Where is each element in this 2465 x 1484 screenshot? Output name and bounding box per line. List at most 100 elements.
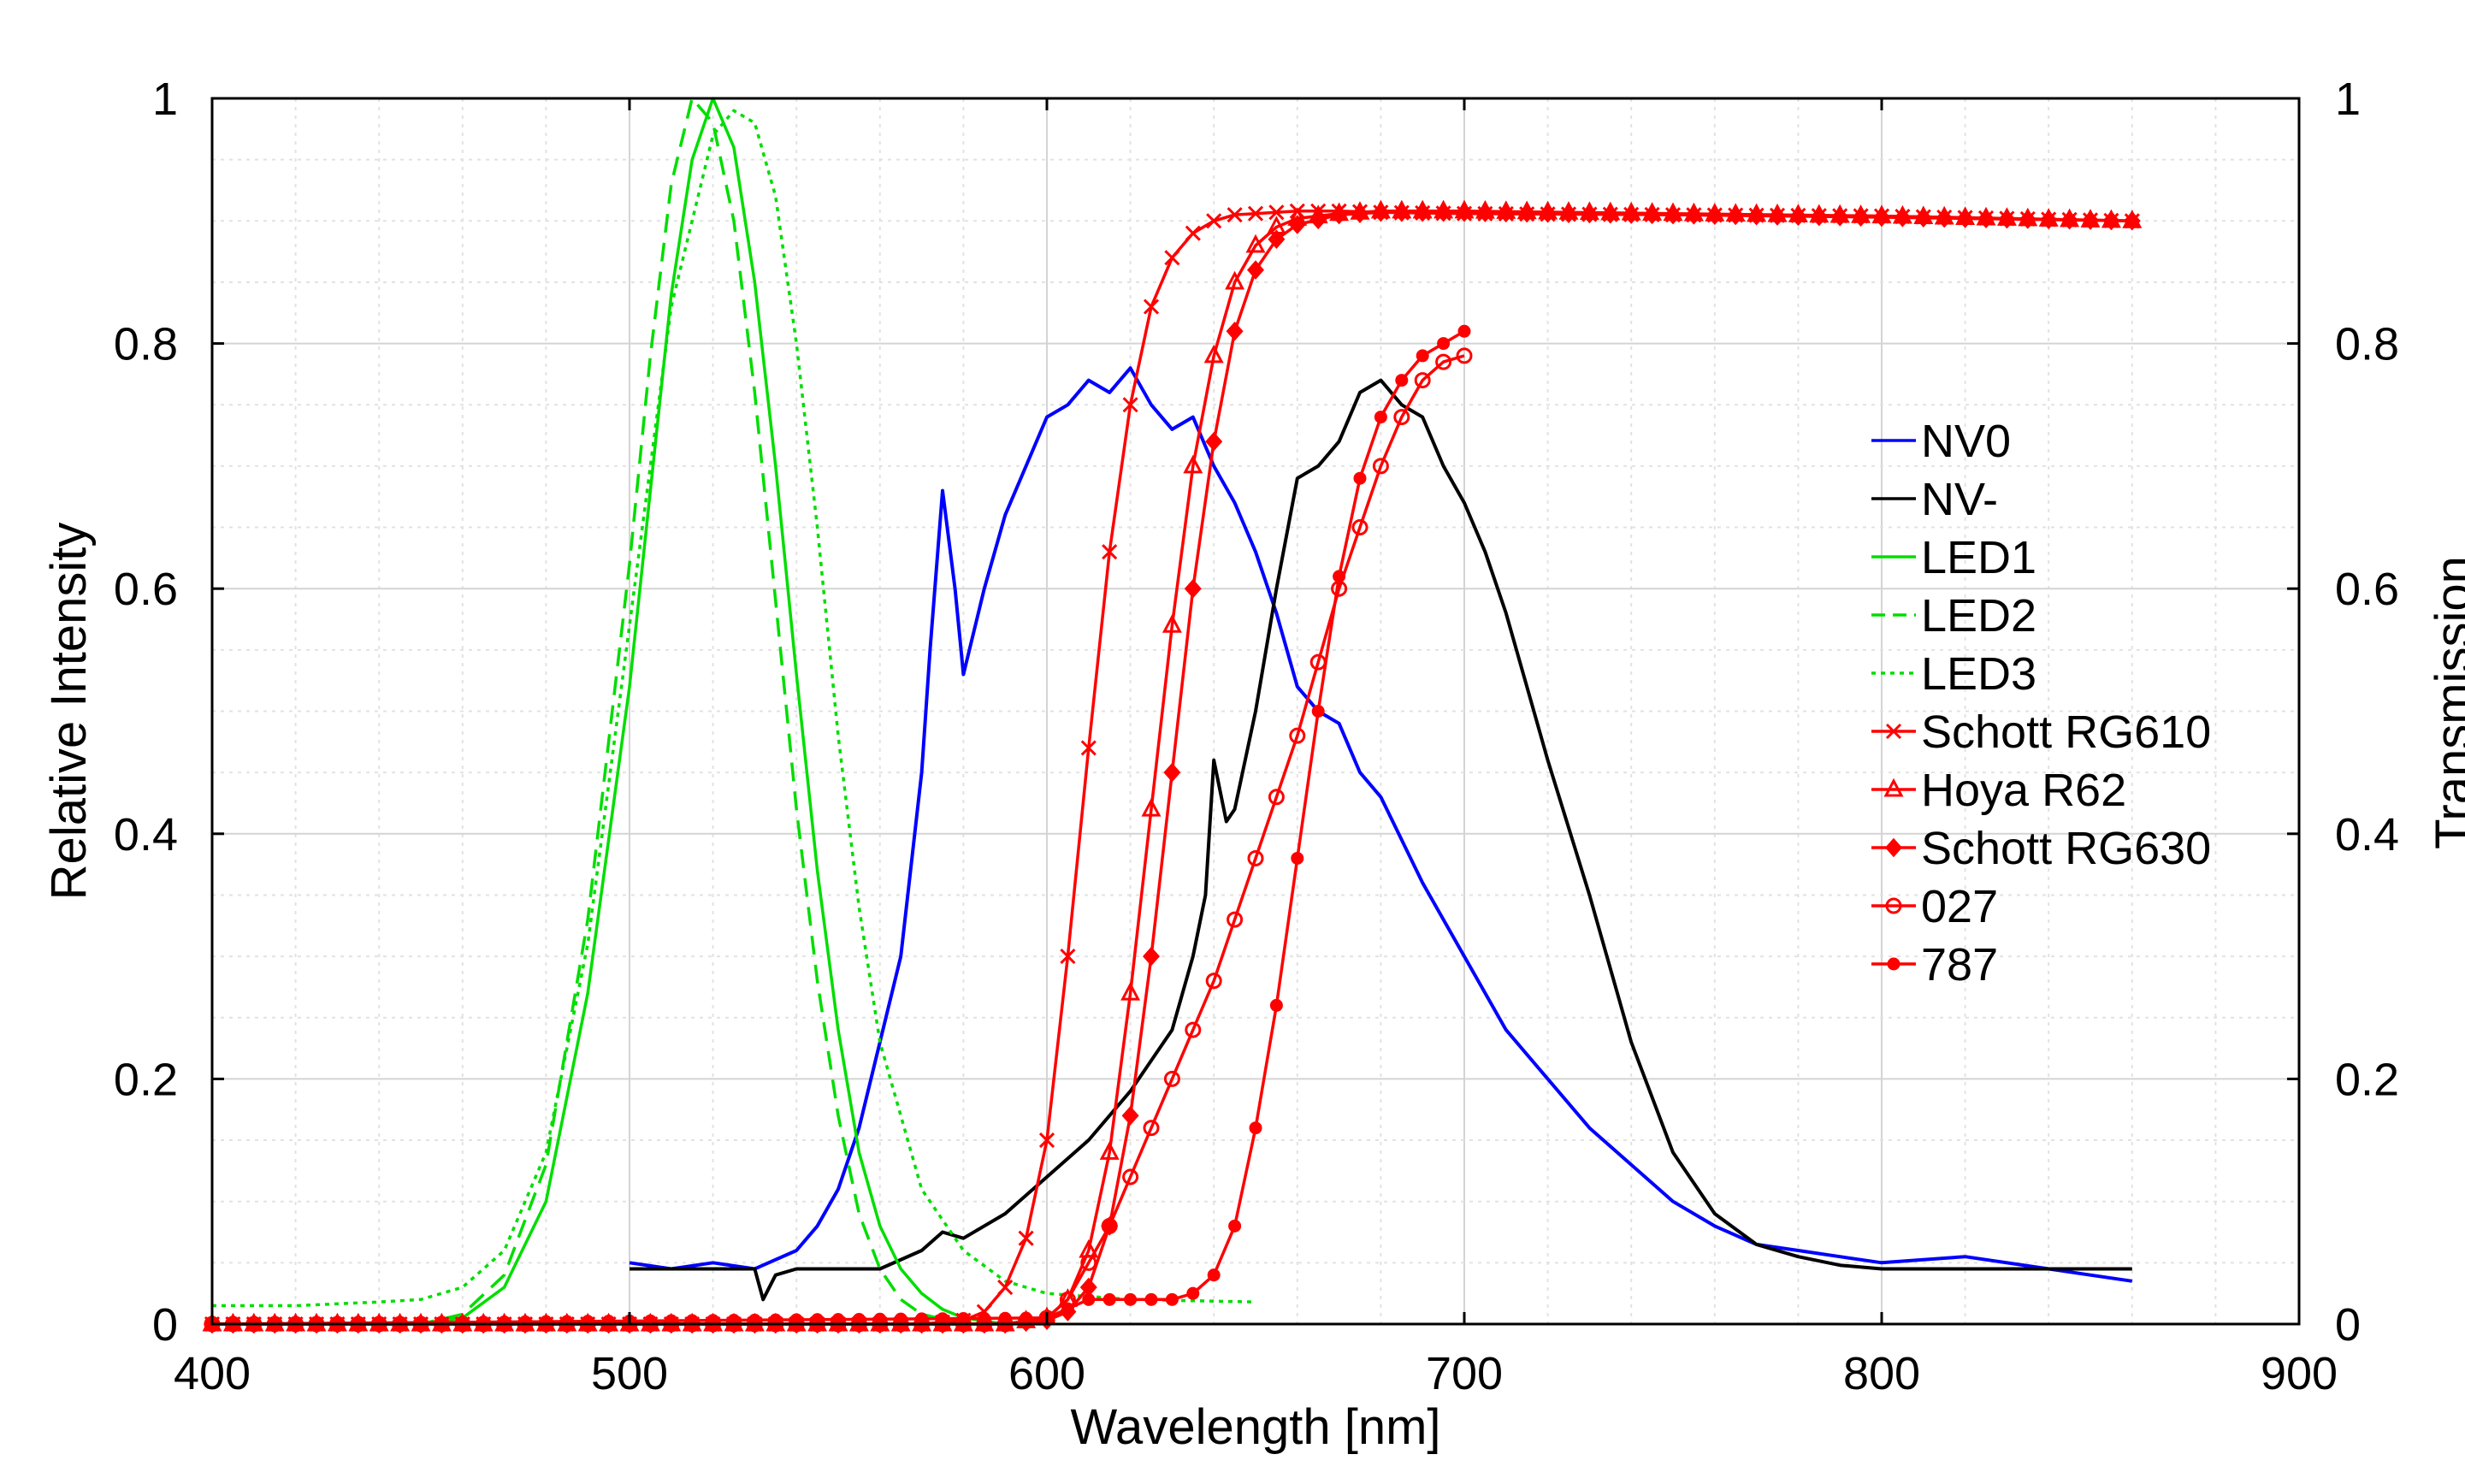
x-tick-label: 800: [1843, 1348, 1920, 1399]
data-point-schott-rg610: [1060, 949, 1076, 965]
data-point-schott-rg630: [1121, 1106, 1139, 1126]
data-point-schott-rg630: [1226, 322, 1244, 341]
data-point-schott-rg630: [1288, 215, 1306, 234]
data-point-787: [1186, 1286, 1200, 1300]
legend-label: Schott RG630: [1921, 823, 2211, 874]
y2-axis-title: Transmission: [2426, 556, 2465, 849]
data-point-hoya-r62: [1225, 270, 1245, 290]
data-point-hoya-r62: [1099, 1141, 1120, 1160]
series-led1: [212, 97, 1047, 1326]
data-point-027: [1414, 372, 1431, 389]
data-point-787: [1416, 349, 1429, 363]
data-point-schott-rg630: [1581, 204, 1599, 224]
data-point-schott-rg630: [1372, 203, 1390, 222]
data-point-schott-rg630: [2081, 210, 2100, 230]
legend-item-schott-rg630: Schott RG630: [1871, 823, 2211, 874]
data-point-787: [393, 1315, 407, 1329]
legend-label: LED1: [1921, 532, 2036, 583]
data-point-027: [1247, 849, 1264, 866]
data-point-787: [1165, 1292, 1179, 1306]
legend-marker: [1883, 777, 1904, 797]
data-point-787: [936, 1312, 949, 1326]
legend-marker: [1885, 723, 1902, 740]
data-point-hoya-r62: [1203, 344, 1224, 364]
data-point-schott-rg630: [1664, 204, 1682, 225]
data-point-787: [498, 1315, 511, 1328]
legend-item-nv0: NV0: [1871, 416, 2011, 467]
data-point-787: [1228, 1219, 1242, 1233]
data-point-schott-rg610: [1080, 740, 1097, 756]
legend-item-led1: LED1: [1871, 532, 2036, 583]
data-point-schott-rg630: [1936, 208, 1954, 228]
data-point-787: [1082, 1292, 1096, 1306]
y2-tick-label: 0.6: [2335, 564, 2399, 615]
data-point-027: [1268, 789, 1285, 806]
data-point-schott-rg630: [1872, 207, 1891, 228]
data-point-787: [1353, 471, 1367, 485]
data-point-schott-rg630: [1268, 229, 1286, 250]
legend-label: Hoya R62: [1921, 765, 2126, 816]
data-point-schott-rg630: [1246, 260, 1265, 280]
data-point-schott-rg610: [1038, 1132, 1055, 1149]
series-line-nv-: [630, 378, 2132, 1302]
data-point-schott-rg610: [1122, 397, 1138, 413]
legend-label: LED3: [1921, 648, 2036, 700]
data-point-schott-rg610: [997, 1279, 1014, 1296]
data-point-schott-rg610: [1102, 544, 1118, 560]
x-tick-label: 500: [591, 1348, 668, 1399]
data-point-027: [1143, 1120, 1160, 1137]
data-point-787: [1124, 1292, 1138, 1306]
data-point-787: [1311, 705, 1325, 718]
data-point-schott-rg630: [1894, 208, 1912, 228]
data-point-787: [414, 1315, 428, 1329]
y2-tick-label: 0.4: [2335, 809, 2399, 860]
data-point-schott-rg630: [1727, 205, 1745, 226]
legend-item-schott-rg610: Schott RG610: [1871, 707, 2211, 758]
legend-label: 787: [1921, 939, 1998, 990]
x-tick-label: 400: [174, 1348, 251, 1399]
series-nv-: [630, 378, 2132, 1302]
x-tick-label: 700: [1426, 1348, 1503, 1399]
data-point-schott-rg630: [2060, 210, 2078, 230]
plot-frame: [210, 97, 2301, 1326]
series-line-led1: [212, 97, 1047, 1326]
legend-item-led2: LED2: [1871, 590, 2036, 641]
data-point-hoya-r62: [1245, 234, 1266, 253]
data-point-schott-rg630: [1789, 206, 1807, 227]
y-tick-label: 0.8: [114, 319, 178, 370]
legend-item-787: 787: [1871, 939, 1998, 990]
data-point-schott-rg630: [1414, 203, 1432, 222]
data-point-schott-rg630: [1476, 203, 1494, 222]
data-point-schott-rg630: [1601, 204, 1619, 224]
series-line-027: [212, 354, 1465, 1326]
data-point-schott-rg630: [1559, 204, 1578, 223]
data-point-787: [1269, 998, 1283, 1012]
data-point-schott-rg630: [1852, 207, 1870, 227]
data-point-schott-rg630: [1705, 205, 1723, 225]
y2-tick-label: 0.8: [2335, 319, 2399, 370]
data-point-787: [1207, 1268, 1221, 1282]
data-point-787: [1374, 411, 1387, 424]
y-axis-title: Relative Intensity: [41, 523, 97, 901]
data-point-schott-rg630: [2123, 211, 2141, 231]
data-point-027: [1289, 727, 1306, 744]
data-point-schott-rg630: [1914, 208, 1932, 228]
data-point-schott-rg630: [1392, 203, 1410, 222]
y2-tick-label: 0.2: [2335, 1054, 2399, 1105]
data-point-schott-rg630: [2102, 210, 2120, 231]
data-point-787: [1291, 851, 1304, 865]
series-line-nv0: [629, 366, 2133, 1283]
y-tick-label: 0.6: [114, 564, 178, 615]
data-point-787: [456, 1315, 470, 1329]
data-point-787: [1020, 1311, 1033, 1325]
legend-item-led3: LED3: [1871, 648, 2036, 700]
data-point-027: [1351, 519, 1368, 536]
data-point-schott-rg610: [1227, 207, 1243, 223]
legend-item-nv-: NV-: [1871, 474, 1998, 525]
data-point-hoya-r62: [1141, 797, 1162, 817]
data-point-027: [1122, 1168, 1139, 1185]
legend-marker: [1885, 897, 1902, 914]
series-line-led2: [212, 97, 964, 1326]
y-tick-label: 0.2: [114, 1054, 178, 1105]
